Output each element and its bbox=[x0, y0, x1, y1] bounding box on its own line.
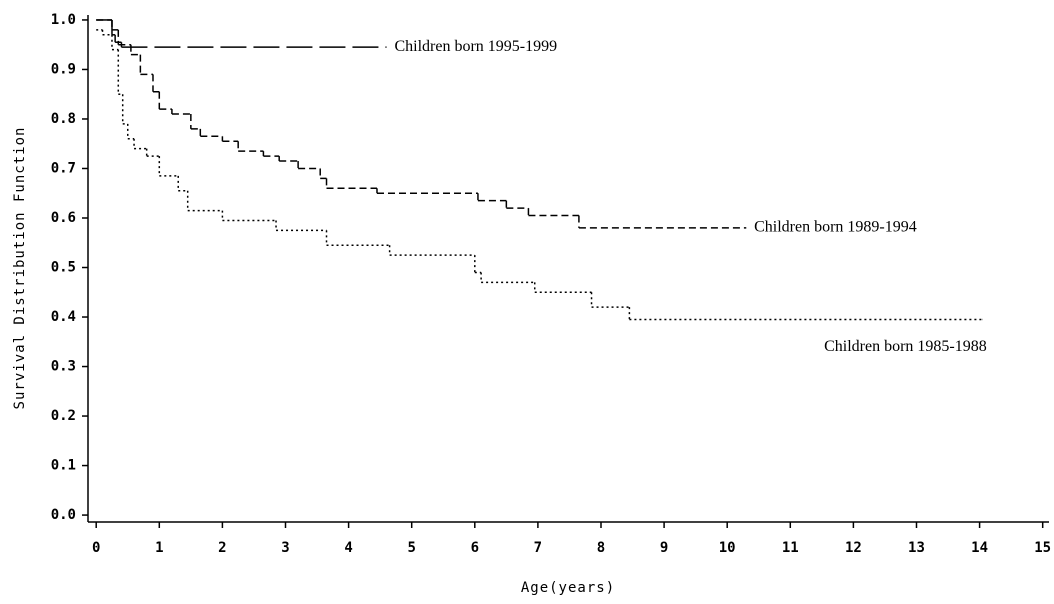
x-tick-label: 1 bbox=[155, 540, 163, 556]
x-tick-label: 4 bbox=[344, 540, 352, 556]
x-tick-label: 15 bbox=[1034, 540, 1051, 556]
x-tick-label: 14 bbox=[971, 540, 988, 556]
y-tick-label: 0.9 bbox=[51, 61, 76, 77]
y-tick-label: 0.2 bbox=[51, 408, 76, 424]
x-tick-label: 3 bbox=[281, 540, 289, 556]
x-tick-label: 6 bbox=[471, 540, 479, 556]
x-tick-label: 9 bbox=[660, 540, 668, 556]
y-tick-label: 0.8 bbox=[51, 111, 76, 127]
x-tick-label: 12 bbox=[845, 540, 862, 556]
y-tick-label: 0.4 bbox=[51, 309, 76, 325]
y-tick-label: 0.5 bbox=[51, 260, 76, 276]
x-tick-label: 11 bbox=[782, 540, 799, 556]
y-tick-label: 0.7 bbox=[51, 160, 76, 176]
series-label: Children born 1995-1999 bbox=[394, 38, 557, 55]
y-tick-label: 0.6 bbox=[51, 210, 76, 226]
x-tick-label: 10 bbox=[719, 540, 736, 556]
series-label: Children born 1989-1994 bbox=[754, 219, 917, 236]
series-label: Children born 1985-1988 bbox=[824, 338, 987, 355]
x-tick-label: 13 bbox=[908, 540, 925, 556]
x-tick-label: 8 bbox=[597, 540, 605, 556]
x-tick-label: 7 bbox=[534, 540, 542, 556]
y-axis-title: Survival Distribution Function bbox=[12, 127, 28, 410]
y-tick-label: 0.3 bbox=[51, 359, 76, 375]
x-tick-label: 5 bbox=[407, 540, 415, 556]
y-tick-label: 0.1 bbox=[51, 458, 76, 474]
x-tick-label: 0 bbox=[92, 540, 100, 556]
y-tick-label: 0.0 bbox=[51, 507, 76, 523]
y-tick-label: 1.0 bbox=[51, 12, 76, 28]
x-axis-title: Age(years) bbox=[521, 580, 615, 596]
x-tick-label: 2 bbox=[218, 540, 226, 556]
